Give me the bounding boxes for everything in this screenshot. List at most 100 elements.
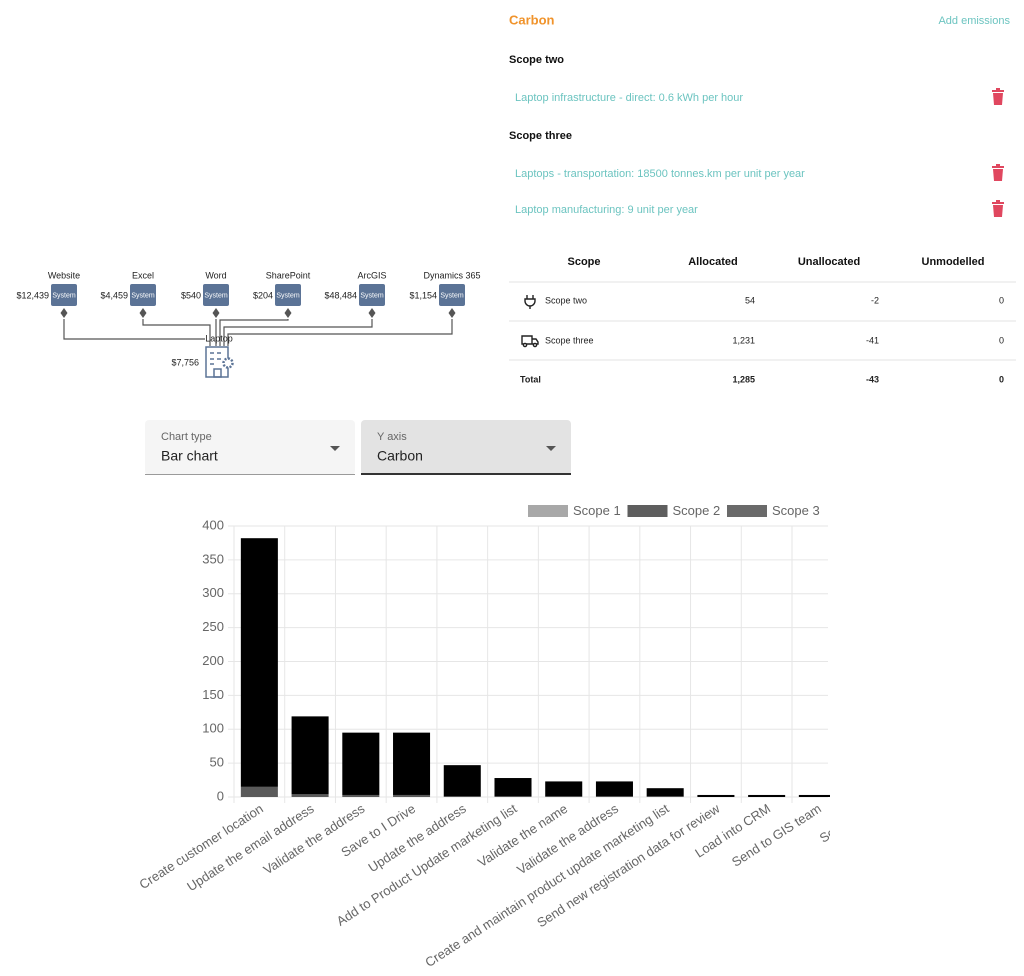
select-label: Chart type [161, 431, 212, 443]
system-cost: $12,439 [16, 290, 49, 300]
x-tick-label: Send to M [817, 801, 875, 846]
row-scope: Total [520, 374, 541, 384]
y-tick-label: 300 [202, 585, 224, 600]
emission-item[interactable]: Laptop infrastructure - direct: 0.6 kWh … [515, 92, 743, 104]
system-box[interactable] [51, 284, 77, 306]
select-field[interactable] [145, 420, 355, 475]
bar-segment [545, 796, 583, 797]
system-name: Website [48, 270, 80, 280]
delete-icon[interactable] [992, 88, 1004, 105]
connector-diamond [139, 308, 147, 318]
bar-segment [798, 794, 830, 797]
panel-title: Carbon [509, 12, 555, 27]
connector-diamond [60, 308, 68, 318]
row-value: -41 [866, 335, 879, 345]
center-name: Laptop [205, 333, 233, 343]
bar-segment [748, 794, 786, 797]
system-tag: System [360, 292, 384, 299]
legend-label[interactable]: Scope 2 [673, 503, 721, 518]
row-value: -2 [871, 295, 879, 305]
plug [524, 295, 536, 309]
system-box[interactable] [275, 284, 301, 306]
system-tag: System [204, 292, 228, 299]
bar-segment [646, 796, 684, 797]
legend-label[interactable]: Scope 3 [772, 503, 820, 518]
select-arrow [330, 446, 340, 451]
system-cost: $204 [253, 290, 273, 300]
select-value: Bar chart [161, 448, 218, 464]
emission-item[interactable]: Laptops - transportation: 18500 tonnes.k… [515, 168, 805, 180]
table-header: Unallocated [798, 256, 860, 268]
bar-segment [240, 786, 278, 797]
trash-handle [996, 164, 1000, 166]
connector [63, 319, 205, 340]
bar-segment [342, 794, 380, 797]
bar-segment [494, 796, 532, 797]
select-value: Carbon [377, 448, 423, 464]
trash-body [993, 169, 1003, 181]
system-cost: $1,154 [409, 290, 437, 300]
row-scope: Scope two [545, 295, 587, 305]
emission-item[interactable]: Laptop manufacturing: 9 unit per year [515, 204, 698, 216]
delete-icon[interactable] [992, 164, 1004, 181]
system-box[interactable] [439, 284, 465, 306]
wheel [532, 342, 538, 348]
bar-segment [393, 794, 431, 797]
system-tag: System [276, 292, 300, 299]
y-tick-label: 150 [202, 687, 224, 702]
system-box[interactable] [359, 284, 385, 306]
center-cost: $7,756 [171, 357, 199, 367]
legend-label[interactable]: Scope 1 [573, 503, 621, 518]
bar-segment [342, 732, 380, 795]
legend-swatch[interactable] [528, 505, 568, 517]
plug-icon [524, 295, 536, 309]
wheel [522, 342, 528, 348]
system-cost: $540 [181, 290, 201, 300]
bar-segment [595, 796, 633, 797]
select-label: Y axis [377, 431, 407, 443]
delete-icon[interactable] [992, 200, 1004, 217]
y-tick-label: 50 [210, 755, 224, 770]
trash-lid [992, 90, 1004, 92]
system-cost: $48,484 [324, 290, 357, 300]
bar-segment [697, 794, 735, 797]
row-value: 1,231 [732, 335, 755, 345]
row-scope: Scope three [545, 335, 594, 345]
row-value: 0 [999, 335, 1004, 345]
x-tick-label: Send to GIS team [729, 801, 824, 870]
x-tick-label: Pro [900, 801, 925, 825]
truck-icon [521, 335, 539, 348]
trash-handle [996, 200, 1000, 202]
y-tick-label: 400 [202, 517, 224, 532]
bar-segment [443, 796, 481, 797]
select-arrow [546, 446, 556, 451]
trash-lid [992, 166, 1004, 168]
x-tick-label: Add to Product Update marketing list [334, 801, 520, 929]
bar-segment [494, 778, 532, 797]
select-field[interactable] [361, 420, 571, 475]
bar-segment [291, 716, 329, 795]
connector-diamond [212, 308, 220, 318]
system-box[interactable] [130, 284, 156, 306]
row-value: 54 [745, 295, 755, 305]
trash-body [993, 93, 1003, 105]
bar-segment [850, 795, 887, 797]
row-value: 1,285 [732, 374, 755, 384]
door [213, 368, 222, 378]
add-emissions[interactable]: Add emissions [938, 15, 1010, 27]
bar-segment [291, 794, 329, 797]
gear [222, 357, 234, 369]
row-value: -43 [866, 374, 879, 384]
connector-diamond [448, 308, 456, 318]
bar-segment [900, 795, 937, 797]
system-name: Excel [132, 270, 154, 280]
row-value: 0 [999, 374, 1004, 384]
table-header: Allocated [688, 256, 738, 268]
system-cost: $4,459 [100, 290, 128, 300]
group-title: Scope three [509, 130, 572, 142]
system-box[interactable] [203, 284, 229, 306]
legend-swatch[interactable] [727, 505, 767, 517]
legend-swatch[interactable] [627, 505, 668, 517]
windows [210, 352, 221, 365]
y-tick-label: 200 [202, 653, 224, 668]
